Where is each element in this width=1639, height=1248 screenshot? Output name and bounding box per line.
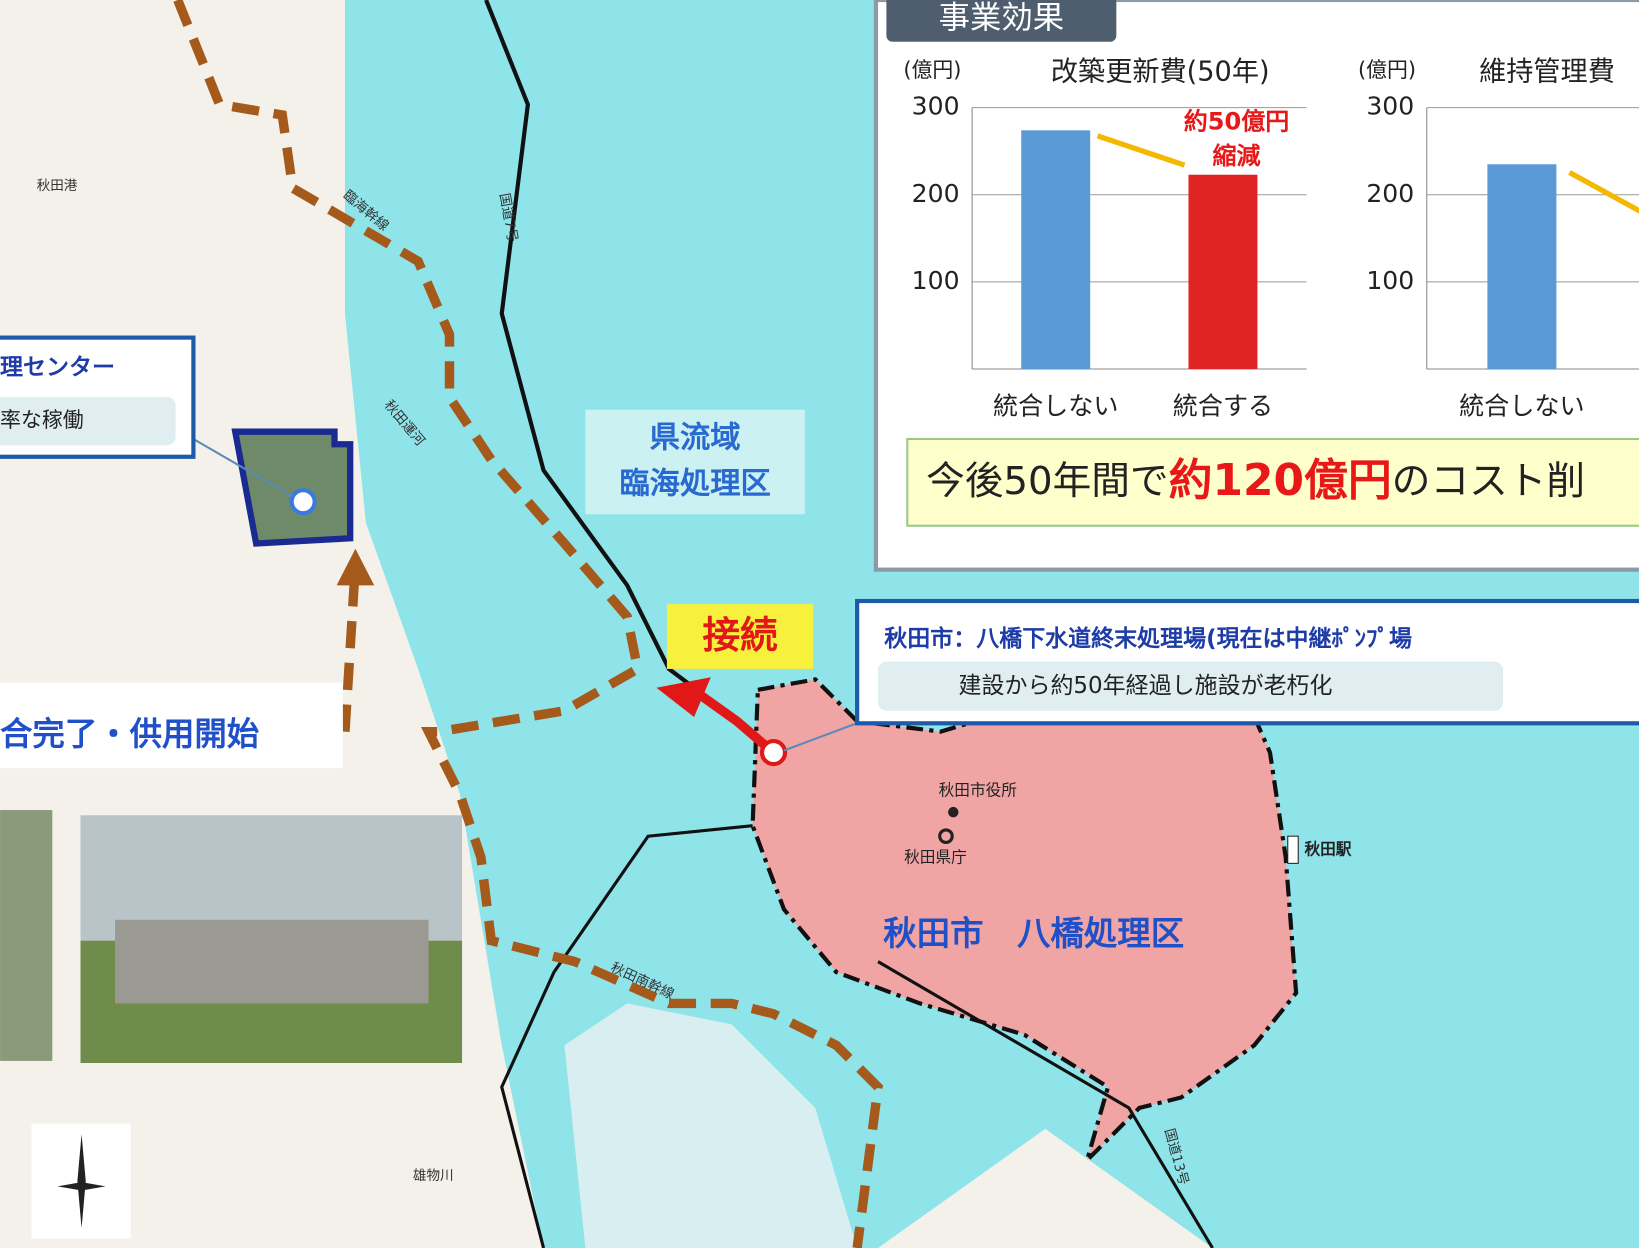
district-label: 臨海処理区 — [619, 466, 770, 501]
map-label: 秋田県庁 — [904, 848, 967, 867]
x-tick-label: 統合しない — [1459, 392, 1584, 421]
y-tick-label: 100 — [912, 266, 960, 295]
y-tick-label: 200 — [1366, 179, 1414, 208]
map-label: 秋田市役所 — [939, 781, 1017, 800]
treatment-center-marker — [292, 490, 315, 513]
page: {"panel_title": "事業効果", "chart_data": [ … — [0, 0, 1639, 1248]
panel-title: 事業効果 — [939, 0, 1064, 36]
chart-title: 維持管理費 — [1479, 57, 1615, 88]
chart-title: 改築更新費(50年) — [1051, 57, 1270, 88]
left-callout-note: 率な稼働 — [0, 408, 84, 432]
treatment-center-site — [235, 432, 350, 544]
city-hall-icon — [948, 807, 958, 817]
left-callout-title: 理センター — [0, 354, 115, 380]
y-axis-label: (億円) — [1358, 58, 1416, 82]
yabase-marker — [762, 741, 785, 764]
bar — [1487, 164, 1556, 369]
district-label: 秋田市 八橋処理区 — [883, 914, 1184, 953]
y-tick-label: 200 — [912, 179, 960, 208]
x-tick-label: 統合しない — [993, 392, 1118, 421]
map-label: 秋田駅 — [1304, 839, 1351, 858]
connect-label: 接続 — [702, 613, 778, 657]
completion-label: 合完了・供用開始 — [0, 715, 260, 753]
annotation: 縮減 — [1213, 142, 1261, 170]
station-icon — [1288, 836, 1298, 863]
right-callout-title: 秋田市：八橋下水道終末処理場(現在は中継ﾎﾟﾝﾌﾟ場 — [884, 625, 1412, 652]
map-label: 雄物川 — [413, 1168, 454, 1184]
right-callout-note: 建設から約50年経過し施設が老朽化 — [959, 673, 1333, 699]
summary-amount: 約120億円 — [1169, 455, 1392, 506]
map-figure: 秋田港 国道7号 臨海幹線 秋田運河 秋田南幹線 国道13号 雄物川 秋田市役所… — [0, 0, 1639, 1248]
summary-text: のコスト削 — [1392, 458, 1585, 503]
y-tick-label: 300 — [1366, 92, 1414, 121]
photo — [0, 810, 52, 1061]
summary-text: 今後50年間で — [926, 458, 1168, 503]
y-tick-label: 100 — [1366, 266, 1414, 295]
photo-facility — [115, 920, 429, 1004]
annotation: 約50億円 — [1184, 107, 1290, 135]
y-axis-label: (億円) — [903, 58, 961, 82]
bar — [1021, 130, 1090, 369]
district-label: 県流域 — [650, 420, 741, 455]
map-label: 秋田港 — [37, 178, 78, 194]
bar — [1188, 175, 1257, 369]
x-tick-label: 統合する — [1173, 392, 1273, 421]
summary: 今後50年間で約120億円のコスト削 — [926, 455, 1585, 506]
y-tick-label: 300 — [912, 92, 960, 121]
